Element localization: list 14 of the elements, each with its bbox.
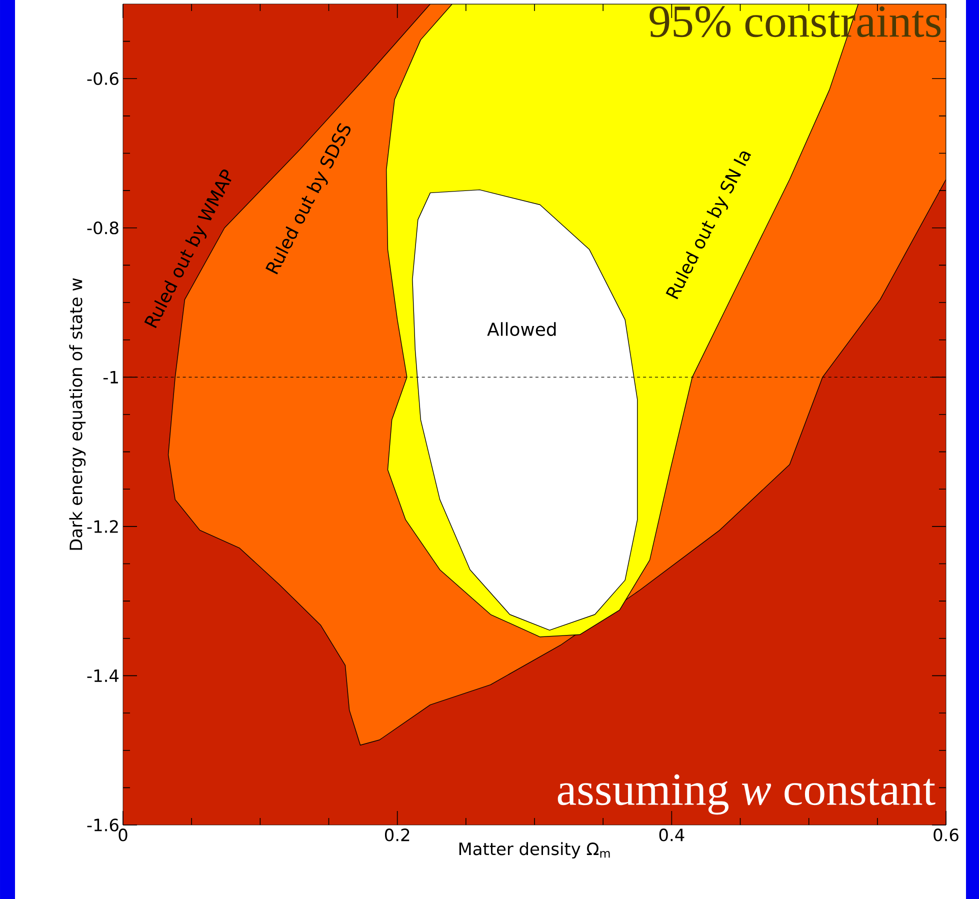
y-tick-label: -1 [103,370,118,384]
annotation: Allowed [487,322,556,336]
y-tick-label: -1.6 [87,818,118,832]
x-tick-label: 0.2 [384,828,410,842]
x-tick-label: 0.4 [659,828,684,842]
x-tick-label: 0.6 [934,828,958,842]
y-tick-label: -0.8 [87,221,118,234]
annotation: assuming w constant [558,774,936,815]
y-tick-label: -0.6 [87,72,118,86]
y-tick-label: -1.4 [87,670,119,682]
y-tick-label: -1.2 [87,520,118,533]
y-axis-title: Dark energy equation of state w [69,278,86,550]
x-axis-title: Matter density Ω$_{m}$ [459,842,610,859]
x-tick-label: 0 [118,828,128,842]
